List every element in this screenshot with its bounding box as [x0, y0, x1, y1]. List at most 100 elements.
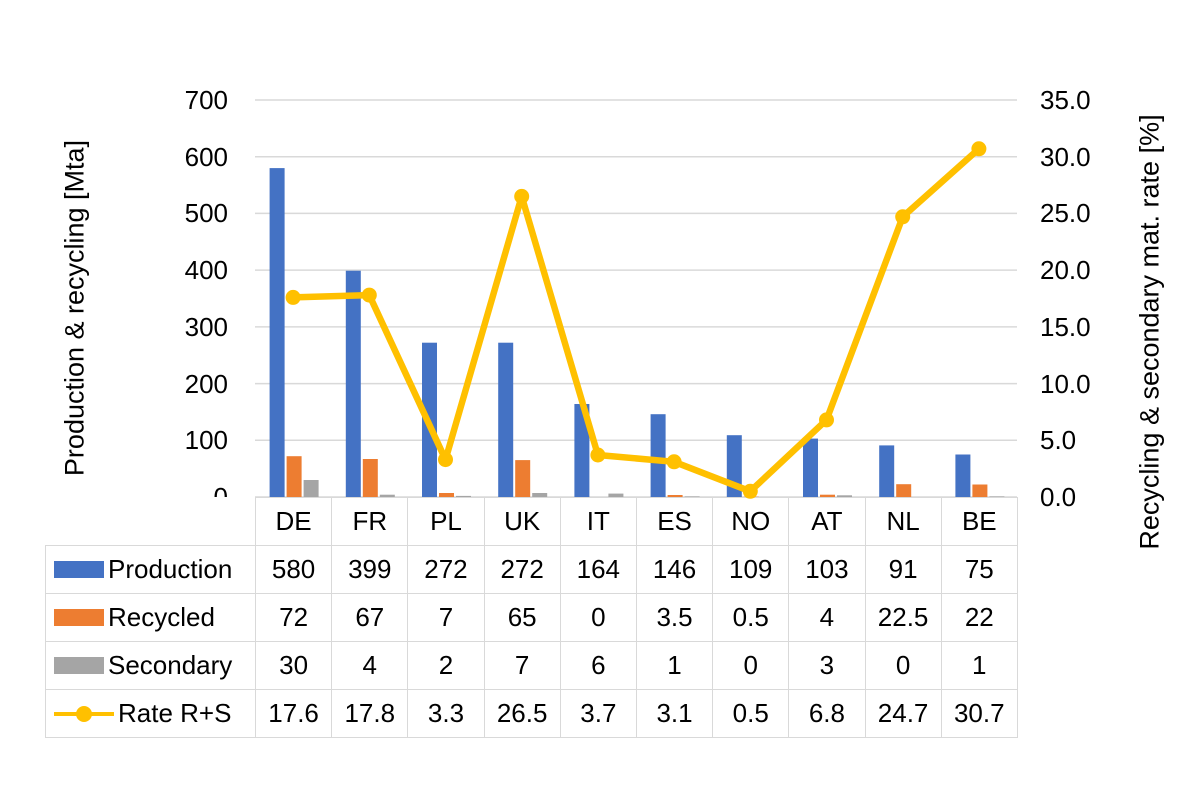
bar-recycled-fr: [362, 459, 378, 497]
cell-production-pl: 272: [407, 545, 485, 594]
bar-production-uk: [498, 342, 514, 497]
legend-label-recycled: Recycled: [108, 602, 215, 632]
bar-secondary-de: [303, 480, 319, 497]
cell-secondary-de: 30: [254, 641, 333, 690]
cell-recycled-no: 0.5: [712, 593, 790, 642]
left-tick-300: 300: [184, 311, 228, 342]
cell-production-no: 109: [712, 545, 790, 594]
data-table: DE FR PL UK IT ES NO AT NL BE Production 580 399 272 2…: [45, 497, 1018, 738]
col-header-nl: NL: [864, 497, 942, 546]
right-tick-30-0: 30.0: [1040, 141, 1091, 172]
cell-production-nl: 91: [864, 545, 942, 594]
cell-production-it: 164: [559, 545, 637, 594]
table-header-row: DE FR PL UK IT ES NO AT NL BE: [45, 497, 1018, 546]
cell-recycled-nl: 22.5: [864, 593, 942, 642]
bar-secondary-at: [837, 495, 852, 497]
bar-recycled-at: [820, 494, 835, 497]
cell-production-at: 103: [788, 545, 866, 594]
rate-line: [289, 145, 983, 495]
bar-production-de: [269, 168, 285, 497]
cell-secondary-at: 3: [788, 641, 866, 690]
cell-rate-r-s-at: 6.8: [788, 689, 866, 738]
cell-recycled-de: 72: [254, 593, 333, 642]
secondary-swatch-icon: [54, 657, 104, 674]
cell-recycled-at: 4: [788, 593, 866, 642]
right-tick-5-0: 5.0: [1040, 425, 1077, 456]
bar-secondary-es: [684, 496, 700, 497]
rate-marker-pl: [438, 452, 453, 468]
bar-production-be: [955, 454, 971, 497]
left-axis-title: Production & recycling [Mta]: [59, 139, 90, 477]
table-row-rate-r-s: Rate R+S 17.6 17.8 3.3 26.5 3.7 3.1 0.5 6.8 24.7 3…: [45, 689, 1018, 738]
cell-secondary-pl: 2: [407, 641, 485, 690]
legend-label-rate-r-s: Rate R+S: [118, 698, 232, 728]
col-header-de: DE: [254, 497, 333, 546]
cell-production-de: 580: [254, 545, 333, 594]
legend-label-production: Production: [108, 554, 233, 584]
rate-marker-at: [819, 412, 834, 428]
right-tick-25-0: 25.0: [1040, 198, 1091, 229]
table-row-production: Production 580 399 272 272 164 146 109 103 91 75: [45, 545, 1018, 594]
col-header-pl: PL: [407, 497, 485, 546]
right-tick-20-0: 20.0: [1040, 255, 1091, 286]
table-corner-cell: [45, 497, 256, 546]
cell-secondary-nl: 0: [864, 641, 942, 690]
left-tick-500: 500: [184, 198, 228, 229]
cell-rate-r-s-no: 0.5: [712, 689, 790, 738]
production-swatch-icon: [54, 561, 104, 578]
bar-recycled-de: [286, 456, 302, 497]
col-header-be: BE: [940, 497, 1018, 546]
recycled-swatch-icon: [54, 609, 104, 626]
cell-secondary-es: 1: [635, 641, 714, 690]
bar-recycled-nl: [896, 484, 912, 497]
bar-production-nl: [879, 445, 895, 497]
rate-marker-uk: [514, 188, 530, 204]
cell-recycled-be: 22: [940, 593, 1018, 642]
legend-label-secondary: Secondary: [108, 650, 233, 680]
rate-marker-be: [971, 141, 987, 157]
bar-secondary-pl: [456, 495, 471, 497]
bar-secondary-it: [608, 493, 624, 497]
cell-secondary-uk: 7: [483, 641, 561, 690]
rate-marker-fr: [361, 287, 377, 303]
bar-secondary-be: [989, 496, 1005, 497]
cell-secondary-it: 6: [559, 641, 637, 690]
cell-recycled-pl: 7: [407, 593, 485, 642]
legend-cell-recycled: Recycled: [45, 593, 256, 642]
cell-rate-r-s-fr: 17.8: [331, 689, 409, 738]
legend-cell-production: Production: [45, 545, 256, 594]
cell-production-fr: 399: [331, 545, 409, 594]
table-row-recycled: Recycled 72 67 7 65 0 3.5 0.5 4 22.5 22: [45, 593, 1018, 642]
cell-recycled-fr: 67: [331, 593, 409, 642]
cell-rate-r-s-de: 17.6: [254, 689, 333, 738]
bar-production-es: [650, 414, 666, 497]
rate-marker-es: [666, 454, 682, 470]
left-tick-400: 400: [184, 255, 228, 286]
right-tick-15-0: 15.0: [1040, 311, 1091, 342]
right-tick-35-0: 35.0: [1040, 85, 1091, 115]
cell-rate-r-s-pl: 3.3: [407, 689, 485, 738]
cell-production-es: 146: [635, 545, 714, 594]
left-tick-200: 200: [184, 368, 228, 399]
cell-recycled-es: 3.5: [635, 593, 714, 642]
cell-recycled-uk: 65: [483, 593, 561, 642]
cell-rate-r-s-it: 3.7: [559, 689, 637, 738]
cell-recycled-it: 0: [559, 593, 637, 642]
right-tick-0-0: 0.0: [1040, 482, 1077, 512]
col-header-uk: UK: [483, 497, 561, 546]
bar-recycled-be: [972, 484, 988, 497]
col-header-fr: FR: [331, 497, 409, 546]
legend-cell-secondary: Secondary: [45, 641, 256, 690]
cell-secondary-be: 1: [940, 641, 1018, 690]
cell-secondary-no: 0: [712, 641, 790, 690]
left-tick-600: 600: [184, 141, 228, 172]
bar-secondary-uk: [532, 493, 548, 497]
table-row-secondary: Secondary 30 4 2 7 6 1 0 3 0 1: [45, 641, 1018, 690]
bar-recycled-pl: [439, 493, 454, 497]
plot-area: [255, 99, 1017, 499]
cell-production-uk: 272: [483, 545, 561, 594]
cell-rate-r-s-nl: 24.7: [864, 689, 942, 738]
rate-marker-de: [285, 289, 301, 305]
bar-secondary-fr: [379, 494, 395, 497]
